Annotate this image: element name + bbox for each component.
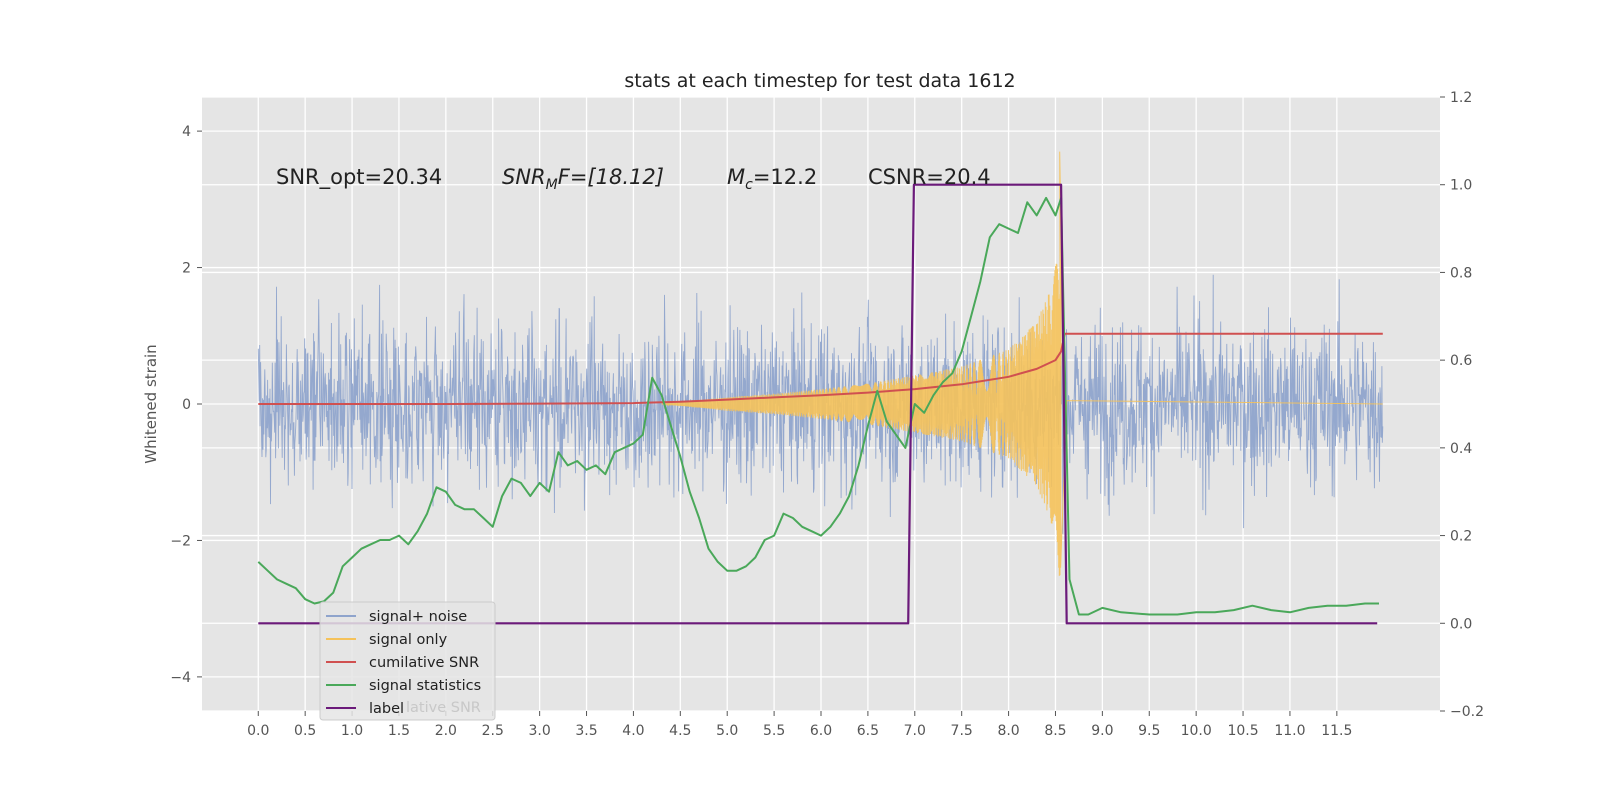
y-tick-label: −4 (170, 670, 191, 686)
annotation-snr-opt: SNR_opt=20.34 (276, 165, 442, 190)
x-tick-label: 10.5 (1227, 723, 1258, 739)
legend: lative SNR signal+ noise signal only cum… (319, 601, 496, 721)
y-tick-label: 2 (182, 261, 191, 277)
x-tick-label: 9.0 (1091, 723, 1113, 739)
y-tick-label: −2 (170, 533, 191, 549)
annotation-mc: Mc=12.2 (727, 165, 817, 193)
chart-title: stats at each timestep for test data 161… (624, 70, 1015, 92)
x-tick-label: 3.5 (575, 723, 597, 739)
x-tick-label: 2.0 (435, 723, 457, 739)
x-tick-label: 8.5 (1044, 723, 1066, 739)
x-tick-label: 4.0 (622, 723, 644, 739)
series-label (258, 183, 1378, 625)
x-tick-label: 1.5 (388, 723, 410, 739)
x-tick-label: 0.5 (294, 723, 316, 739)
x-tick-label: 1.0 (341, 723, 363, 739)
x-tick-label: 8.0 (997, 723, 1019, 739)
x-tick-label: 3.0 (529, 723, 551, 739)
y-axis-label: Whitened strain (142, 344, 160, 463)
series-cumulative-snr (258, 332, 1383, 405)
x-tick-label: 5.5 (763, 723, 785, 739)
annotation-mc-sub: c (745, 177, 753, 193)
x-tick-label: 11.0 (1274, 723, 1305, 739)
legend-label-signal-noise: signal+ noise (369, 609, 467, 625)
x-tick-label: 4.5 (669, 723, 691, 739)
series-layer (257, 151, 1384, 625)
annotation-snr-mf-after: F=[18.12] (558, 165, 664, 189)
ticks: 0.0 0.5 1.0 1.5 2.0 2.5 3.0 3.5 4.0 4.5 5.0 5.5 6.0 6… (170, 90, 1484, 739)
annotation-mc-main: M (727, 165, 745, 189)
y2-tick-label: 1.2 (1450, 90, 1472, 106)
annotations: SNR_opt=20.34 SNRMF=[18.12] Mc=12.2 CSNR… (276, 165, 991, 193)
y-tick-label: 4 (182, 124, 191, 140)
legend-label-signal-statistics: signal statistics (369, 678, 481, 694)
x-tick-label: 7.0 (904, 723, 926, 739)
y2-tick-label: 0.0 (1450, 616, 1472, 632)
y-tick-label: 0 (182, 397, 191, 413)
x-tick-label: 6.0 (810, 723, 832, 739)
y2-tick-label: 0.6 (1450, 353, 1472, 369)
annotation-mc-after: =12.2 (753, 165, 817, 189)
series-signal-noise (257, 274, 1384, 534)
x-tick-label: 10.0 (1181, 723, 1212, 739)
legend-label-cumulative-snr: cumilative SNR (369, 655, 479, 671)
x-tick-label: 11.5 (1321, 723, 1352, 739)
y2-tick-label: 0.4 (1450, 441, 1472, 457)
y2-tick-label: 0.8 (1450, 265, 1472, 281)
legend-label-label: label (369, 701, 404, 717)
annotation-csnr: CSNR=20.4 (868, 165, 991, 189)
x-tick-label: 0.0 (247, 723, 269, 739)
x-tick-label: 2.5 (482, 723, 504, 739)
annotation-snr-mf-main: SNR (502, 165, 546, 189)
series-signal-statistics (257, 196, 1379, 616)
series-signal-only (661, 151, 1383, 576)
x-tick-label: 7.5 (951, 723, 973, 739)
legend-label-signal-only: signal only (369, 632, 448, 648)
y2-tick-label: 1.0 (1450, 178, 1472, 194)
legend-box (319, 601, 496, 721)
y2-tick-label: 0.2 (1450, 529, 1472, 545)
x-tick-label: 9.5 (1138, 723, 1160, 739)
y2-tick-label: −0.2 (1450, 704, 1484, 720)
x-tick-label: 6.5 (857, 723, 879, 739)
x-tick-label: 5.0 (716, 723, 738, 739)
annotation-snr-mf-sub: M (546, 177, 558, 193)
annotation-snr-mf: SNRMF=[18.12] (502, 165, 664, 193)
legend-ghost-text: lative SNR (406, 700, 481, 716)
